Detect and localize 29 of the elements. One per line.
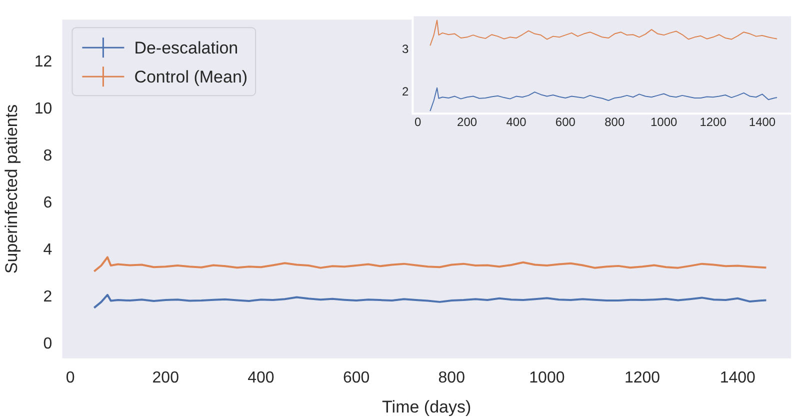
x-tick-label: 600 xyxy=(555,115,576,130)
y-tick-label: 10 xyxy=(34,100,52,118)
x-axis-title: Time (days) xyxy=(382,397,472,416)
legend-label: Control (Mean) xyxy=(134,67,248,86)
x-tick-label: 800 xyxy=(438,369,466,386)
x-tick-label: 800 xyxy=(604,115,625,130)
x-tick-label: 0 xyxy=(414,115,422,130)
y-tick-label: 0 xyxy=(43,336,52,353)
x-tick-label: 1000 xyxy=(650,115,678,130)
y-tick-label: 6 xyxy=(43,194,52,212)
x-tick-label: 1200 xyxy=(700,115,727,130)
x-tick-label: 1400 xyxy=(720,369,756,386)
x-tick-label: 1200 xyxy=(624,369,660,386)
y-tick-label: 2 xyxy=(43,288,52,306)
x-tick-label: 1400 xyxy=(748,115,776,130)
x-tick-label: 200 xyxy=(152,369,180,386)
y-tick-label: 3 xyxy=(402,42,409,56)
x-tick-label: 400 xyxy=(248,369,274,386)
y-tick-label: 8 xyxy=(43,147,52,164)
x-tick-label: 400 xyxy=(506,115,527,130)
x-tick-label: 600 xyxy=(342,369,370,386)
x-tick-label: 0 xyxy=(66,369,75,386)
x-tick-label: 1000 xyxy=(529,369,565,386)
y-tick-label: 12 xyxy=(34,53,52,70)
y-axis-title: Superinfected patients xyxy=(2,104,21,274)
y-tick-label: 4 xyxy=(43,242,52,259)
legend-label: De-escalation xyxy=(134,38,238,58)
x-tick-label: 200 xyxy=(457,115,478,130)
y-tick-label: 2 xyxy=(402,84,409,98)
